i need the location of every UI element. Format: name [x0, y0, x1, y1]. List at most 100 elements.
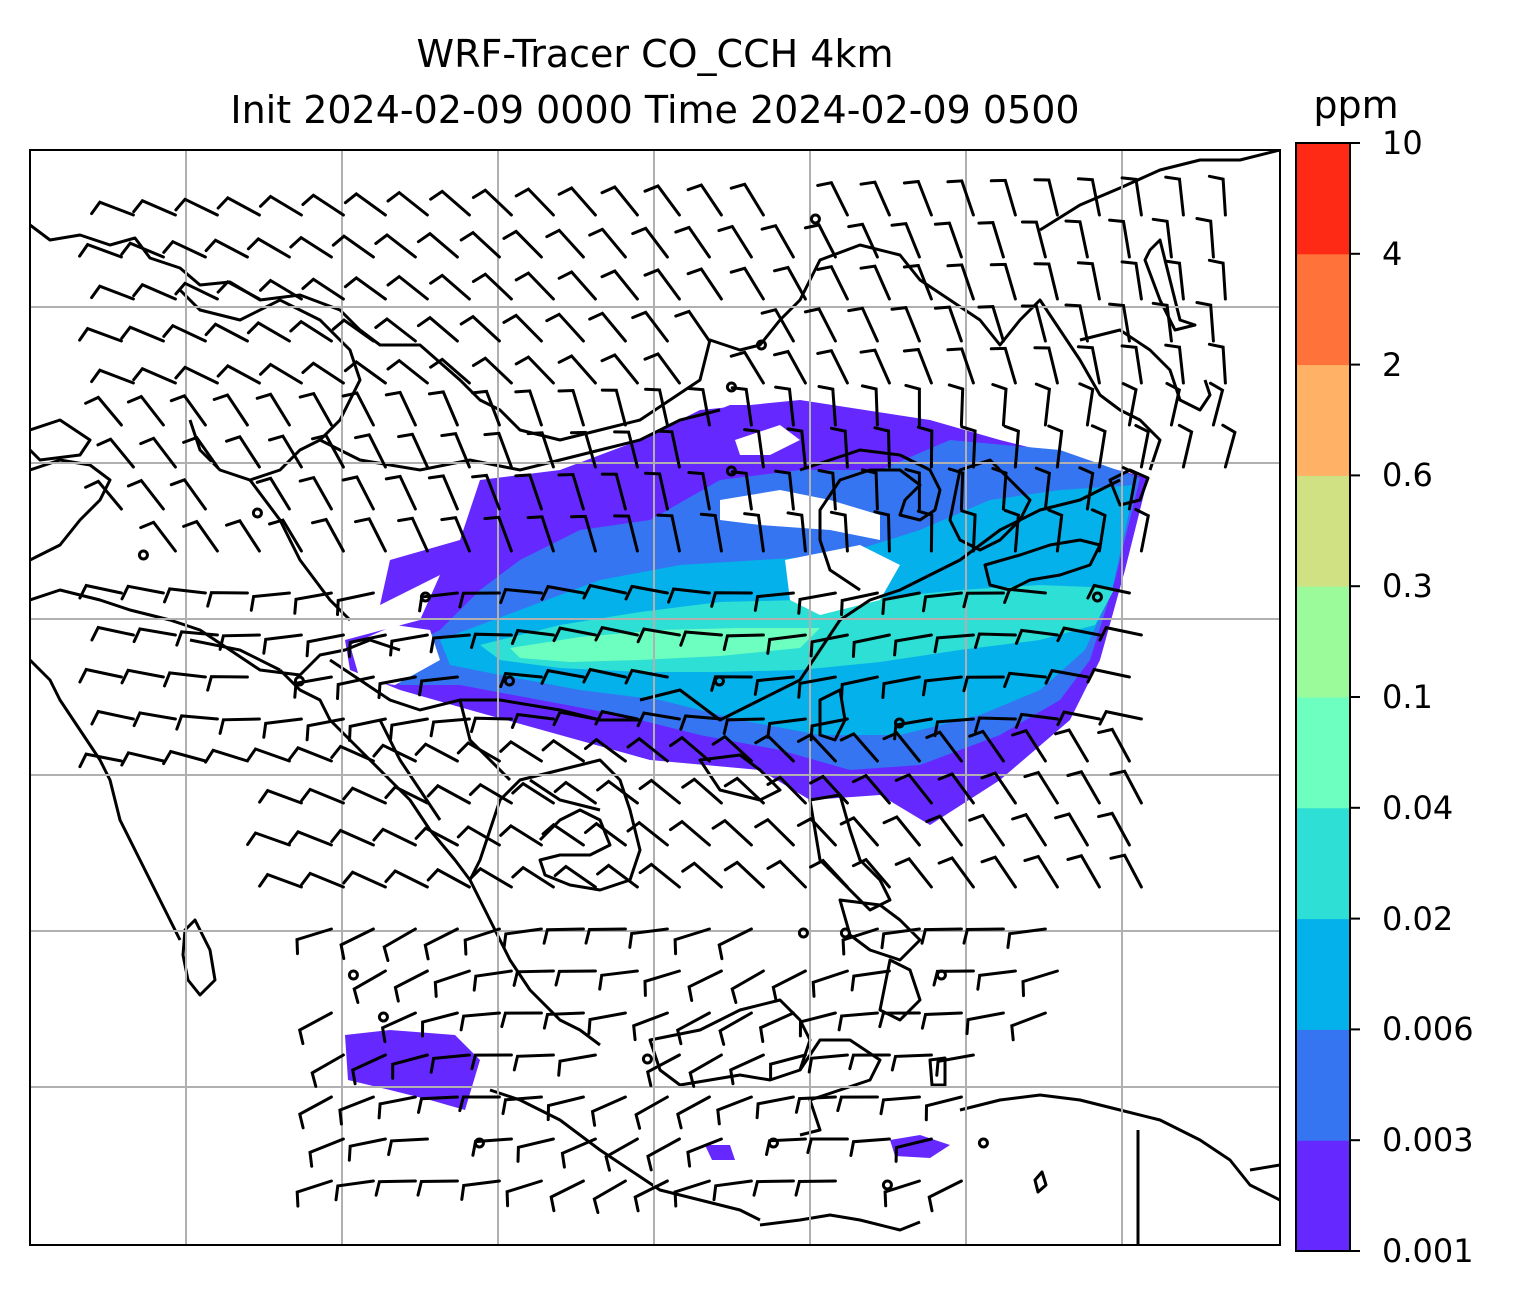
wind-barb	[204, 238, 249, 259]
wind-barb	[797, 675, 837, 699]
wind-barb	[1076, 261, 1101, 301]
wind-barb	[348, 633, 387, 658]
wind-barb	[710, 675, 753, 692]
wind-barb	[760, 223, 795, 259]
wind-barb	[679, 714, 723, 731]
wind-barb	[126, 478, 165, 511]
wind-barb	[429, 273, 471, 301]
wind-barb	[502, 927, 543, 950]
calm-wind-circle	[977, 1137, 989, 1149]
wind-barb	[225, 519, 261, 553]
wind-barb	[716, 1095, 753, 1126]
wind-barb	[786, 511, 807, 553]
wind-barb	[946, 347, 975, 385]
wind-barb	[643, 352, 681, 385]
wind-barb	[162, 323, 207, 343]
wind-barb	[773, 349, 807, 385]
wind-barb	[343, 192, 387, 217]
wind-barb	[84, 479, 123, 511]
wind-barb	[847, 222, 879, 259]
wind-barb	[120, 325, 165, 343]
wind-barb	[440, 516, 471, 553]
wind-barb	[305, 633, 345, 658]
wind-barb	[773, 265, 807, 301]
wind-barb	[380, 1011, 417, 1044]
wind-barb	[1134, 424, 1150, 469]
wind-barb	[839, 732, 879, 763]
wind-barb	[84, 395, 123, 427]
wind-barb	[922, 675, 963, 697]
wind-barb	[859, 264, 891, 301]
wind-barb	[686, 1137, 723, 1168]
wind-barb	[541, 822, 585, 847]
colorbar-tick-label: 4	[1382, 234, 1403, 273]
wind-barb	[643, 184, 681, 217]
colorbar-segment	[1296, 807, 1350, 920]
wind-barb	[557, 388, 585, 427]
wind-barb	[722, 717, 765, 735]
wind-barb	[836, 1095, 879, 1113]
wind-barb	[932, 969, 975, 987]
wind-barb	[206, 675, 249, 692]
wind-barb	[1151, 301, 1173, 343]
wind-barb	[766, 717, 807, 739]
wind-barb	[341, 475, 375, 511]
wind-barb	[1207, 174, 1227, 217]
wind-barb	[374, 233, 417, 259]
wind-barb	[343, 360, 387, 385]
wind-barb	[989, 262, 1017, 301]
wind-barb	[557, 270, 597, 301]
wind-barb	[1195, 301, 1215, 343]
wind-barb	[1121, 466, 1138, 511]
wind-barb	[78, 583, 123, 600]
wind-barb	[1109, 853, 1143, 889]
wind-barb	[1020, 220, 1047, 259]
wind-barb	[301, 277, 345, 301]
wind-barb	[470, 632, 513, 650]
wind-barb	[730, 470, 753, 511]
wind-barb	[341, 391, 375, 427]
wind-barb	[459, 230, 501, 259]
wind-barb	[711, 818, 753, 847]
wind-barb	[962, 675, 1005, 693]
wind-barb	[687, 471, 711, 511]
wind-barb	[797, 591, 837, 615]
wind-barb	[511, 781, 555, 805]
calm-wind-circle	[797, 927, 809, 939]
wind-barb	[90, 709, 135, 726]
wind-barb	[933, 633, 975, 654]
wind-barb	[1044, 668, 1089, 685]
wind-barb	[471, 1137, 513, 1157]
wind-barb	[925, 814, 963, 847]
wind-barb	[162, 239, 207, 259]
wind-barb	[1064, 303, 1089, 343]
wind-barb	[1034, 466, 1052, 511]
wind-barb	[1033, 262, 1059, 301]
wind-barb	[421, 1011, 459, 1038]
wind-barb	[331, 234, 375, 259]
map-title: WRF-Tracer CO_CCH 4km	[416, 32, 894, 76]
plume-layer-0c	[345, 1030, 480, 1110]
wind-barb	[423, 927, 459, 961]
wind-barb	[470, 1053, 513, 1071]
wind-barb	[553, 864, 597, 889]
wind-barb	[902, 263, 933, 301]
wind-barb	[389, 717, 429, 741]
wind-barb	[499, 587, 543, 605]
wind-barb	[638, 862, 681, 889]
wind-barb	[902, 179, 933, 217]
wind-barb	[894, 1137, 933, 1163]
wind-barb	[968, 729, 1005, 763]
wind-barb	[860, 468, 879, 511]
wind-barb	[681, 861, 723, 889]
calm-wind-circle	[1091, 591, 1103, 603]
wind-barb	[526, 431, 555, 469]
wind-barb	[540, 584, 585, 601]
wind-barb	[794, 1095, 837, 1114]
wind-barb	[1120, 176, 1143, 217]
wind-barb	[372, 743, 417, 763]
wind-barb	[330, 744, 375, 763]
wind-barb	[675, 1011, 711, 1046]
wind-barb	[624, 584, 669, 601]
wind-barb	[766, 859, 807, 889]
